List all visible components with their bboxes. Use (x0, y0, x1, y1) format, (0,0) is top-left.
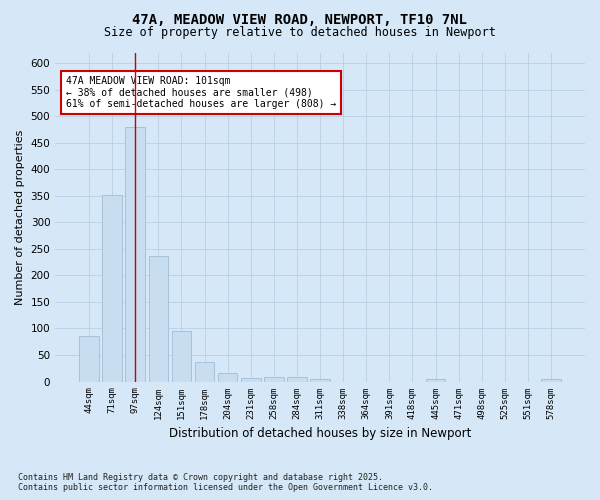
Bar (125, 127, 145, 382)
Bar (79, 336, 99, 382)
Text: 47A, MEADOW VIEW ROAD, NEWPORT, TF10 7NL: 47A, MEADOW VIEW ROAD, NEWPORT, TF10 7NL (133, 12, 467, 26)
Text: Contains HM Land Registry data © Crown copyright and database right 2025.
Contai: Contains HM Land Registry data © Crown c… (18, 473, 433, 492)
Bar (172, 330, 191, 382)
Bar (541, 379, 561, 382)
Bar (149, 256, 168, 382)
Bar (241, 378, 260, 382)
Text: Size of property relative to detached houses in Newport: Size of property relative to detached ho… (104, 26, 496, 39)
Bar (264, 378, 284, 382)
Bar (426, 379, 445, 382)
X-axis label: Distribution of detached houses by size in Newport: Distribution of detached houses by size … (169, 427, 471, 440)
Bar (310, 380, 330, 382)
Y-axis label: Number of detached properties: Number of detached properties (15, 130, 25, 304)
Bar (195, 362, 214, 382)
Bar (218, 372, 238, 382)
Bar (287, 378, 307, 382)
Bar (103, 194, 122, 382)
Text: 47A MEADOW VIEW ROAD: 101sqm
← 38% of detached houses are smaller (498)
61% of s: 47A MEADOW VIEW ROAD: 101sqm ← 38% of de… (66, 76, 336, 108)
